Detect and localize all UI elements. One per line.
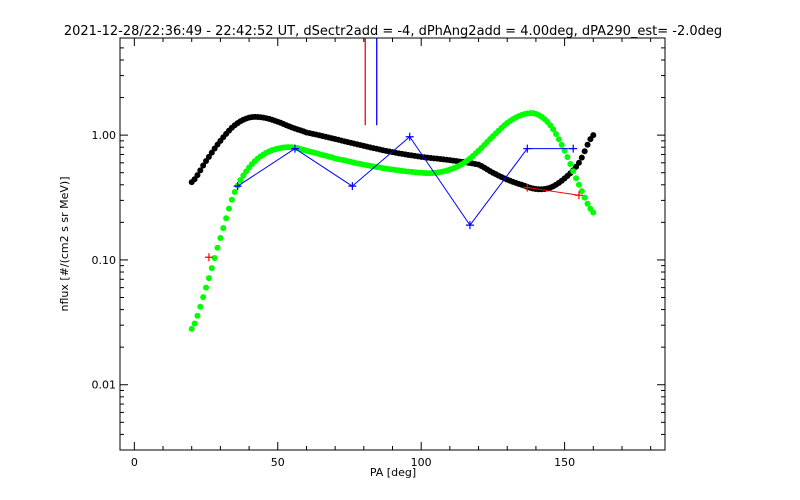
data-point [573,175,580,182]
data-point [211,254,218,261]
data-point [575,181,582,188]
data-point-plus [204,253,213,262]
data-point [575,159,582,166]
data-point [584,141,591,148]
data-point [188,325,195,332]
data-point-plus [465,221,474,230]
data-point [197,303,204,310]
data-point-plus [405,132,414,141]
series-layer [188,110,597,332]
data-point [231,189,238,196]
series-segment [527,187,580,196]
axis-ticks: 0 50 100 150 0.01 0.10 1.00 [92,37,665,469]
data-point [237,177,244,184]
data-point [590,209,597,216]
series-segment [237,148,296,187]
data-point [550,126,557,133]
series-2 [233,132,578,230]
y-tick-label: 0.01 [92,379,117,392]
data-point [578,154,585,161]
x-tick-label: 0 [131,456,138,469]
vertical-markers [364,38,378,126]
data-point [561,147,568,154]
x-tick-label: 100 [411,456,432,469]
x-tick-label: 150 [554,456,575,469]
series-segment [409,136,471,226]
data-point [553,131,559,138]
data-point [194,172,201,179]
y-tick-label: 1.00 [92,129,117,142]
data-point [220,225,227,232]
series-0 [188,113,597,193]
data-point-plus [523,144,532,153]
data-point [203,284,210,291]
data-point [200,162,207,169]
series-segment [469,148,528,226]
data-point [581,148,588,155]
series-segment [294,148,353,187]
chart-title: 2021-12-28/22:36:49 - 22:42:52 UT, dSect… [64,24,722,39]
data-point [203,158,210,165]
data-point [194,312,201,319]
data-point [191,320,198,327]
data-point [564,154,571,161]
x-tick-label: 50 [271,456,285,469]
data-point-plus [523,183,532,192]
data-point [228,196,235,203]
data-point [584,200,591,207]
y-tick-label: 0.10 [92,254,117,267]
data-point [226,205,232,212]
series-segment [352,136,411,187]
x-axis-label: PA [deg] [370,466,416,479]
series-3 [204,183,583,262]
data-point [555,136,562,143]
plot-frame [119,37,666,451]
data-point [214,244,221,251]
data-point-plus [569,144,578,153]
data-point [581,194,588,201]
data-point [200,294,207,301]
data-point [205,153,212,160]
data-point [205,275,212,282]
data-point [223,215,230,222]
data-point-plus [233,182,242,191]
data-point [567,161,574,168]
y-axis-label: nflux [#/(cm2 s sr MeV)] [58,177,71,312]
data-point [217,234,224,241]
data-point [197,167,204,174]
data-point-plus [348,182,357,191]
series-1 [188,110,597,332]
data-point [570,168,577,175]
data-point [590,132,597,139]
data-point [558,141,565,148]
data-point-plus [574,191,583,200]
data-point [208,265,215,272]
data-point [578,188,585,195]
data-point-plus [290,144,299,153]
